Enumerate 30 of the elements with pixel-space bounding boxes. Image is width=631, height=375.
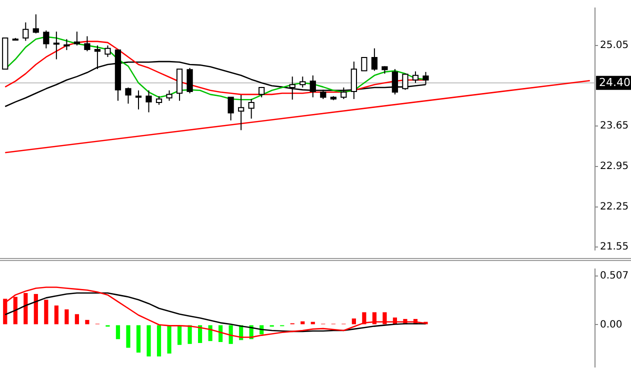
bar	[24, 293, 28, 324]
bar	[64, 309, 69, 324]
y-tick-label: 25.05	[600, 40, 629, 52]
ref-line-label: 24.40	[599, 76, 630, 89]
bar	[74, 314, 79, 324]
bar	[44, 300, 48, 324]
bar	[156, 325, 162, 356]
bar	[218, 325, 223, 342]
bar	[198, 325, 202, 343]
bar	[228, 325, 233, 344]
bar	[352, 318, 356, 324]
y-tick-label: 23.65	[600, 120, 629, 132]
y-tick-label: 21.55	[600, 242, 629, 253]
bar	[34, 294, 38, 324]
bar	[116, 325, 120, 340]
bar	[188, 325, 192, 344]
bar	[146, 325, 151, 356]
bar	[167, 325, 172, 354]
bar	[54, 306, 58, 324]
bar	[85, 320, 90, 324]
y-tick-label: 22.95	[600, 161, 629, 172]
y-tick-label: 22.25	[600, 201, 629, 212]
bar	[126, 325, 130, 348]
y-tick-label: 0.507	[600, 270, 629, 282]
bar	[208, 325, 212, 342]
y-tick-label: 0.00	[600, 319, 622, 330]
bar	[13, 296, 18, 324]
bar	[136, 325, 141, 353]
bar	[382, 312, 387, 324]
bar	[177, 325, 182, 345]
